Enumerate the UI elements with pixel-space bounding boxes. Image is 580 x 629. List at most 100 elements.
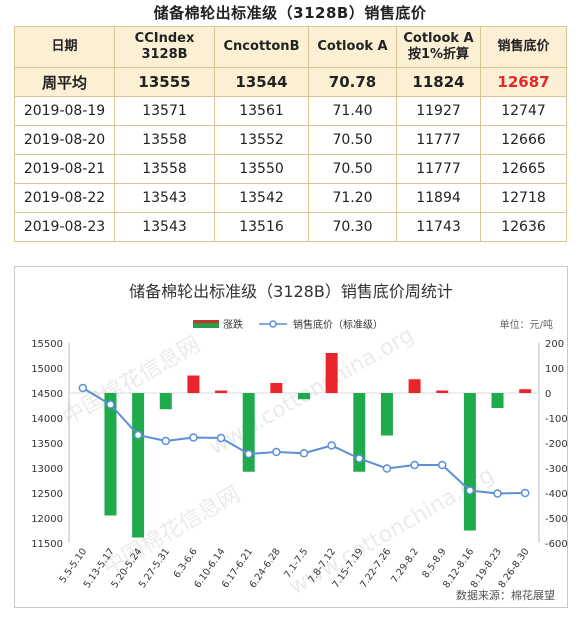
floor-price-point [244, 449, 253, 459]
watermark-text: www.cottonchina.org [205, 323, 418, 461]
floor-price-point [216, 433, 226, 443]
change-bar-down [298, 393, 310, 400]
floor-price-point [493, 489, 502, 498]
weekly-average-row: 周平均 13555 13544 70.78 11824 12687 [14, 67, 567, 97]
table-title: 储备棉轮出标准级（3128B）销售底价 [153, 4, 427, 22]
cell-cncotton: 13561 [214, 96, 309, 126]
floor-price-point [437, 460, 447, 470]
left-tick-label: 12500 [31, 489, 63, 500]
floor-price-point [299, 449, 309, 458]
avg-cotlook: 70.78 [308, 67, 397, 97]
legend-change-swatch-top [193, 320, 219, 323]
price-table: 日期 CCIndex 3128B CncottonB Cotlook A Cot… [14, 26, 567, 242]
change-bar-down [353, 393, 366, 472]
table-row: 2019-08-20 13558 13552 70.50 11777 12666 [14, 125, 567, 155]
cell-floor-price: 12666 [480, 125, 567, 155]
left-tick-label: 11500 [31, 539, 63, 550]
floor-price-point [161, 436, 171, 446]
floor-price-point [520, 488, 530, 498]
cell-date: 2019-08-19 [14, 96, 115, 126]
right-tick-label: -300 [545, 464, 567, 475]
legend-line-label: 销售底价（标准级） [293, 318, 383, 331]
table-row: 2019-08-19 13571 13561 71.40 11927 12747 [14, 96, 567, 126]
left-tick-label: 13000 [31, 464, 63, 475]
floor-price-point [382, 464, 392, 473]
avg-ccindex: 13555 [114, 67, 215, 97]
cell-floor-price: 12747 [480, 96, 567, 126]
left-tick-label: 13500 [31, 439, 63, 450]
col-header-cncotton: CncottonB [214, 26, 309, 68]
x-tick-label: 8.5-8.9 [420, 546, 448, 580]
cell-cotlook: 71.40 [308, 96, 397, 126]
unit-label: 单位：元/吨 [500, 318, 553, 331]
change-bar-up [187, 375, 200, 393]
table-row: 2019-08-22 13543 13542 71.20 11894 12718 [14, 183, 567, 213]
price-table-section: 储备棉轮出标准级（3128B）销售底价 日期 CCIndex 3128B Cnc… [14, 0, 567, 242]
legend-change-label: 涨跌 [223, 318, 243, 331]
table-header-row: 日期 CCIndex 3128B CncottonB Cotlook A Cot… [14, 26, 567, 68]
cell-cotlook-1pct: 11927 [396, 96, 481, 126]
cell-ccindex: 13543 [114, 212, 215, 242]
cell-cncotton: 13552 [214, 125, 309, 155]
change-bar-down [159, 393, 172, 410]
right-tick-label: -400 [545, 489, 567, 500]
left-tick-label: 15000 [31, 364, 63, 375]
floor-price-point [272, 447, 281, 457]
floor-price-point [327, 441, 336, 450]
col-header-floor-price: 销售底价 [480, 26, 567, 68]
axes: 15500 15000 14500 14000 13500 13000 12500 12000… [31, 339, 568, 550]
col-header-cotlook-1pct-text: Cotlook A 按1%折算 [403, 31, 474, 62]
floor-price-point [189, 433, 198, 442]
cell-date: 2019-08-21 [14, 154, 115, 184]
table-row: 2019-08-21 13558 13550 70.50 11777 12665 [14, 154, 567, 184]
cell-cotlook: 71.20 [308, 183, 397, 213]
weekly-chart-frame: 中国棉花信息网 www.cottonchina.org 中国棉花信息网 www.cot… [14, 266, 568, 608]
floor-price-point [410, 460, 419, 470]
cell-ccindex: 13558 [114, 125, 215, 155]
cell-cotlook: 70.30 [308, 212, 397, 242]
right-tick-label: 100 [545, 364, 564, 375]
cell-cotlook-1pct: 11894 [396, 183, 481, 213]
col-header-date: 日期 [14, 26, 115, 68]
cell-ccindex: 13543 [114, 183, 215, 213]
right-tick-label: -600 [545, 539, 567, 550]
cell-ccindex: 13571 [114, 96, 215, 126]
cell-floor-price: 12636 [480, 212, 567, 242]
avg-label: 周平均 [14, 67, 115, 97]
cell-cncotton: 13516 [214, 212, 309, 242]
cell-cotlook: 70.50 [308, 125, 397, 155]
change-bar-down [104, 393, 117, 516]
cell-date: 2019-08-20 [14, 125, 115, 155]
left-tick-label: 15500 [31, 339, 63, 350]
watermark-text: 中国棉花信息网 [59, 332, 205, 431]
change-bar-up [519, 389, 532, 393]
left-tick-label: 14500 [31, 389, 63, 400]
floor-price-line [78, 383, 530, 498]
cell-cotlook-1pct: 11777 [396, 125, 481, 155]
right-tick-label: -500 [545, 514, 567, 525]
x-tick-label: 7.29-8.2 [389, 546, 421, 585]
col-header-ccindex: CCIndex 3128B [114, 26, 215, 68]
legend: 涨跌 销售底价（标准级） 单位：元/吨 [193, 318, 553, 331]
cell-floor-price: 12718 [480, 183, 567, 213]
floor-price-point [78, 383, 88, 393]
cell-cncotton: 13550 [214, 154, 309, 184]
cell-cotlook-1pct: 11777 [396, 154, 481, 184]
change-bar-up [215, 390, 228, 393]
cell-date: 2019-08-22 [14, 183, 115, 213]
cell-date: 2019-08-23 [14, 212, 115, 242]
change-bar-down [380, 393, 393, 436]
right-tick-label: 200 [545, 339, 564, 350]
table-row: 2019-08-23 13543 13516 70.30 11743 12636 [14, 212, 567, 242]
x-tick-label: 6.3-6.6 [172, 546, 200, 580]
change-bar-down [132, 393, 145, 538]
left-tick-label: 14000 [31, 414, 63, 425]
left-tick-label: 12000 [31, 514, 63, 525]
legend-change-swatch [193, 320, 219, 328]
change-bar-up [270, 383, 283, 393]
chart-title: 储备棉轮出标准级（3128B）销售底价周统计 [129, 282, 453, 301]
source-label: 数据来源：棉花展望 [456, 588, 555, 602]
cell-cotlook: 70.50 [308, 154, 397, 184]
change-bar-up [436, 390, 449, 393]
